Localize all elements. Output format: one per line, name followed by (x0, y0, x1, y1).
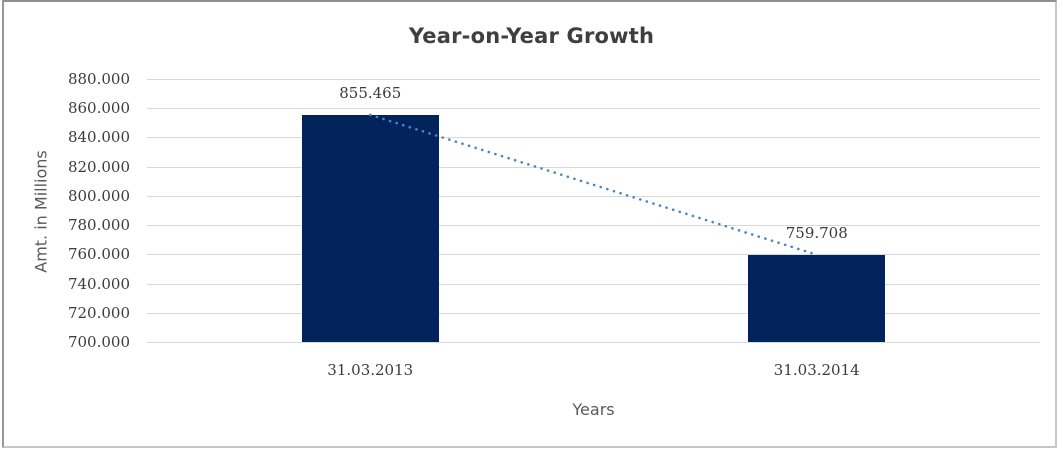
x-axis-title: Years (572, 400, 615, 419)
gridline (147, 79, 1040, 80)
y-axis-tick-label: 860.000 (67, 99, 130, 118)
gridline (147, 225, 1040, 227)
gridline (147, 312, 1040, 314)
y-axis-tick-label: 880.000 (67, 70, 130, 88)
gridline (147, 137, 1040, 139)
gridline (147, 342, 1040, 343)
x-category-label: 31.03.2014 (773, 361, 860, 379)
gridline (147, 254, 1040, 256)
bar (301, 114, 439, 342)
bar (748, 254, 886, 342)
bar-value-label: 855.465 (339, 83, 402, 102)
y-axis-tick-label: 740.000 (67, 274, 130, 293)
gridline (147, 166, 1040, 168)
bar-value-label: 759.708 (785, 223, 848, 242)
gridline (147, 108, 1040, 110)
gridline (147, 195, 1040, 197)
gridline (147, 283, 1040, 285)
y-axis-tick-label: 800.000 (67, 186, 130, 205)
y-axis-tick-label: 720.000 (67, 303, 130, 322)
y-axis-tick-label: 820.000 (67, 157, 130, 176)
y-axis-tick-label: 780.000 (67, 216, 130, 235)
x-category-label: 31.03.2013 (327, 361, 414, 379)
y-axis-tick-label: 760.000 (67, 245, 130, 264)
y-axis-tick-label: 840.000 (67, 128, 130, 147)
chart-title: Year-on-Year Growth (408, 24, 655, 48)
y-axis-tick-label: 700.000 (67, 333, 130, 351)
